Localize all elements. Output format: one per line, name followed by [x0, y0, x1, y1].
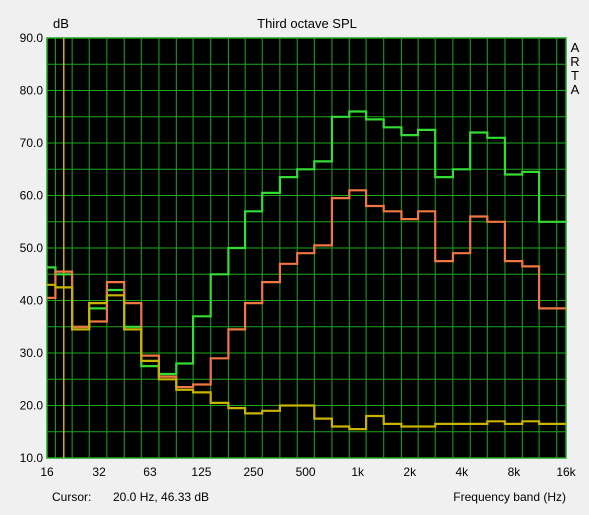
cursor-readout: 20.0 Hz, 46.33 dB	[113, 490, 209, 504]
y-tick-label: 90.0	[20, 31, 44, 45]
axis-labels: 90.0 80.0 70.0 60.0 50.0 40.0 30.0 20.0 10.016 32…	[20, 31, 577, 479]
series-group	[47, 110, 566, 431]
grid	[46, 37, 567, 459]
y-tick-label: 50.0	[20, 241, 44, 255]
x-tick-label: 32	[92, 465, 106, 479]
x-tick-label: 4k	[455, 465, 469, 479]
x-axis-label: Frequency band (Hz)	[453, 490, 566, 504]
y-tick-label: 40.0	[20, 294, 44, 308]
y-tick-label: 80.0	[20, 84, 44, 98]
y-tick-label: 70.0	[20, 136, 44, 150]
x-tick-label: 16	[40, 465, 54, 479]
chart-title: Third octave SPL	[257, 16, 357, 31]
x-tick-label: 8k	[508, 465, 522, 479]
cursor-label: Cursor:	[52, 490, 91, 504]
x-tick-label: 16k	[556, 465, 576, 479]
y-axis-label: dB	[53, 16, 69, 31]
y-tick-label: 20.0	[20, 399, 44, 413]
x-tick-label: 1k	[351, 465, 365, 479]
x-tick-label: 125	[191, 465, 211, 479]
x-tick-label: 500	[296, 465, 316, 479]
x-tick-label: 2k	[403, 465, 417, 479]
series-line-3	[47, 283, 566, 431]
y-tick-label: 30.0	[20, 346, 44, 360]
plot-frame	[46, 37, 567, 459]
x-tick-label: 63	[143, 465, 157, 479]
x-tick-label: 250	[244, 465, 264, 479]
y-tick-label: 10.0	[20, 451, 44, 465]
y-tick-label: 60.0	[20, 189, 44, 203]
